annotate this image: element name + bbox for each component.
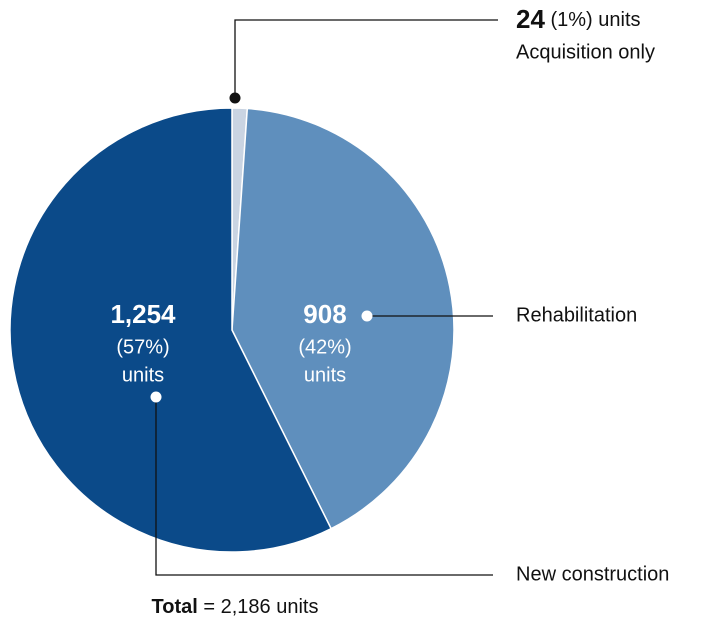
total: Total = 2,186 units — [152, 596, 319, 618]
percent-label: (42%) — [298, 336, 351, 358]
value-label: 1,254 — [110, 299, 176, 329]
value-label: 908 — [303, 299, 346, 329]
pie-slice — [231, 107, 455, 530]
leader-dot — [229, 92, 241, 104]
value-label: 24 — [516, 4, 545, 34]
total-text: = 2,186 units — [203, 596, 318, 618]
leader-dot — [150, 391, 162, 403]
category-label: Acquisition only — [516, 41, 655, 63]
pie-slice — [9, 107, 333, 553]
total-label: Total — [152, 596, 198, 618]
category-label: Rehabilitation — [516, 304, 637, 326]
unit-label: units — [122, 364, 164, 386]
percent-label: (1%) — [550, 9, 592, 31]
unit-label: units — [304, 364, 346, 386]
percent-label: (57%) — [116, 336, 169, 358]
leader-line — [234, 19, 498, 98]
unit-label: units — [598, 9, 640, 31]
leader-dot — [361, 310, 373, 322]
category-label: New construction — [516, 563, 669, 585]
slice-label: 24 (1%) units — [516, 4, 641, 34]
leader-line — [155, 397, 493, 576]
